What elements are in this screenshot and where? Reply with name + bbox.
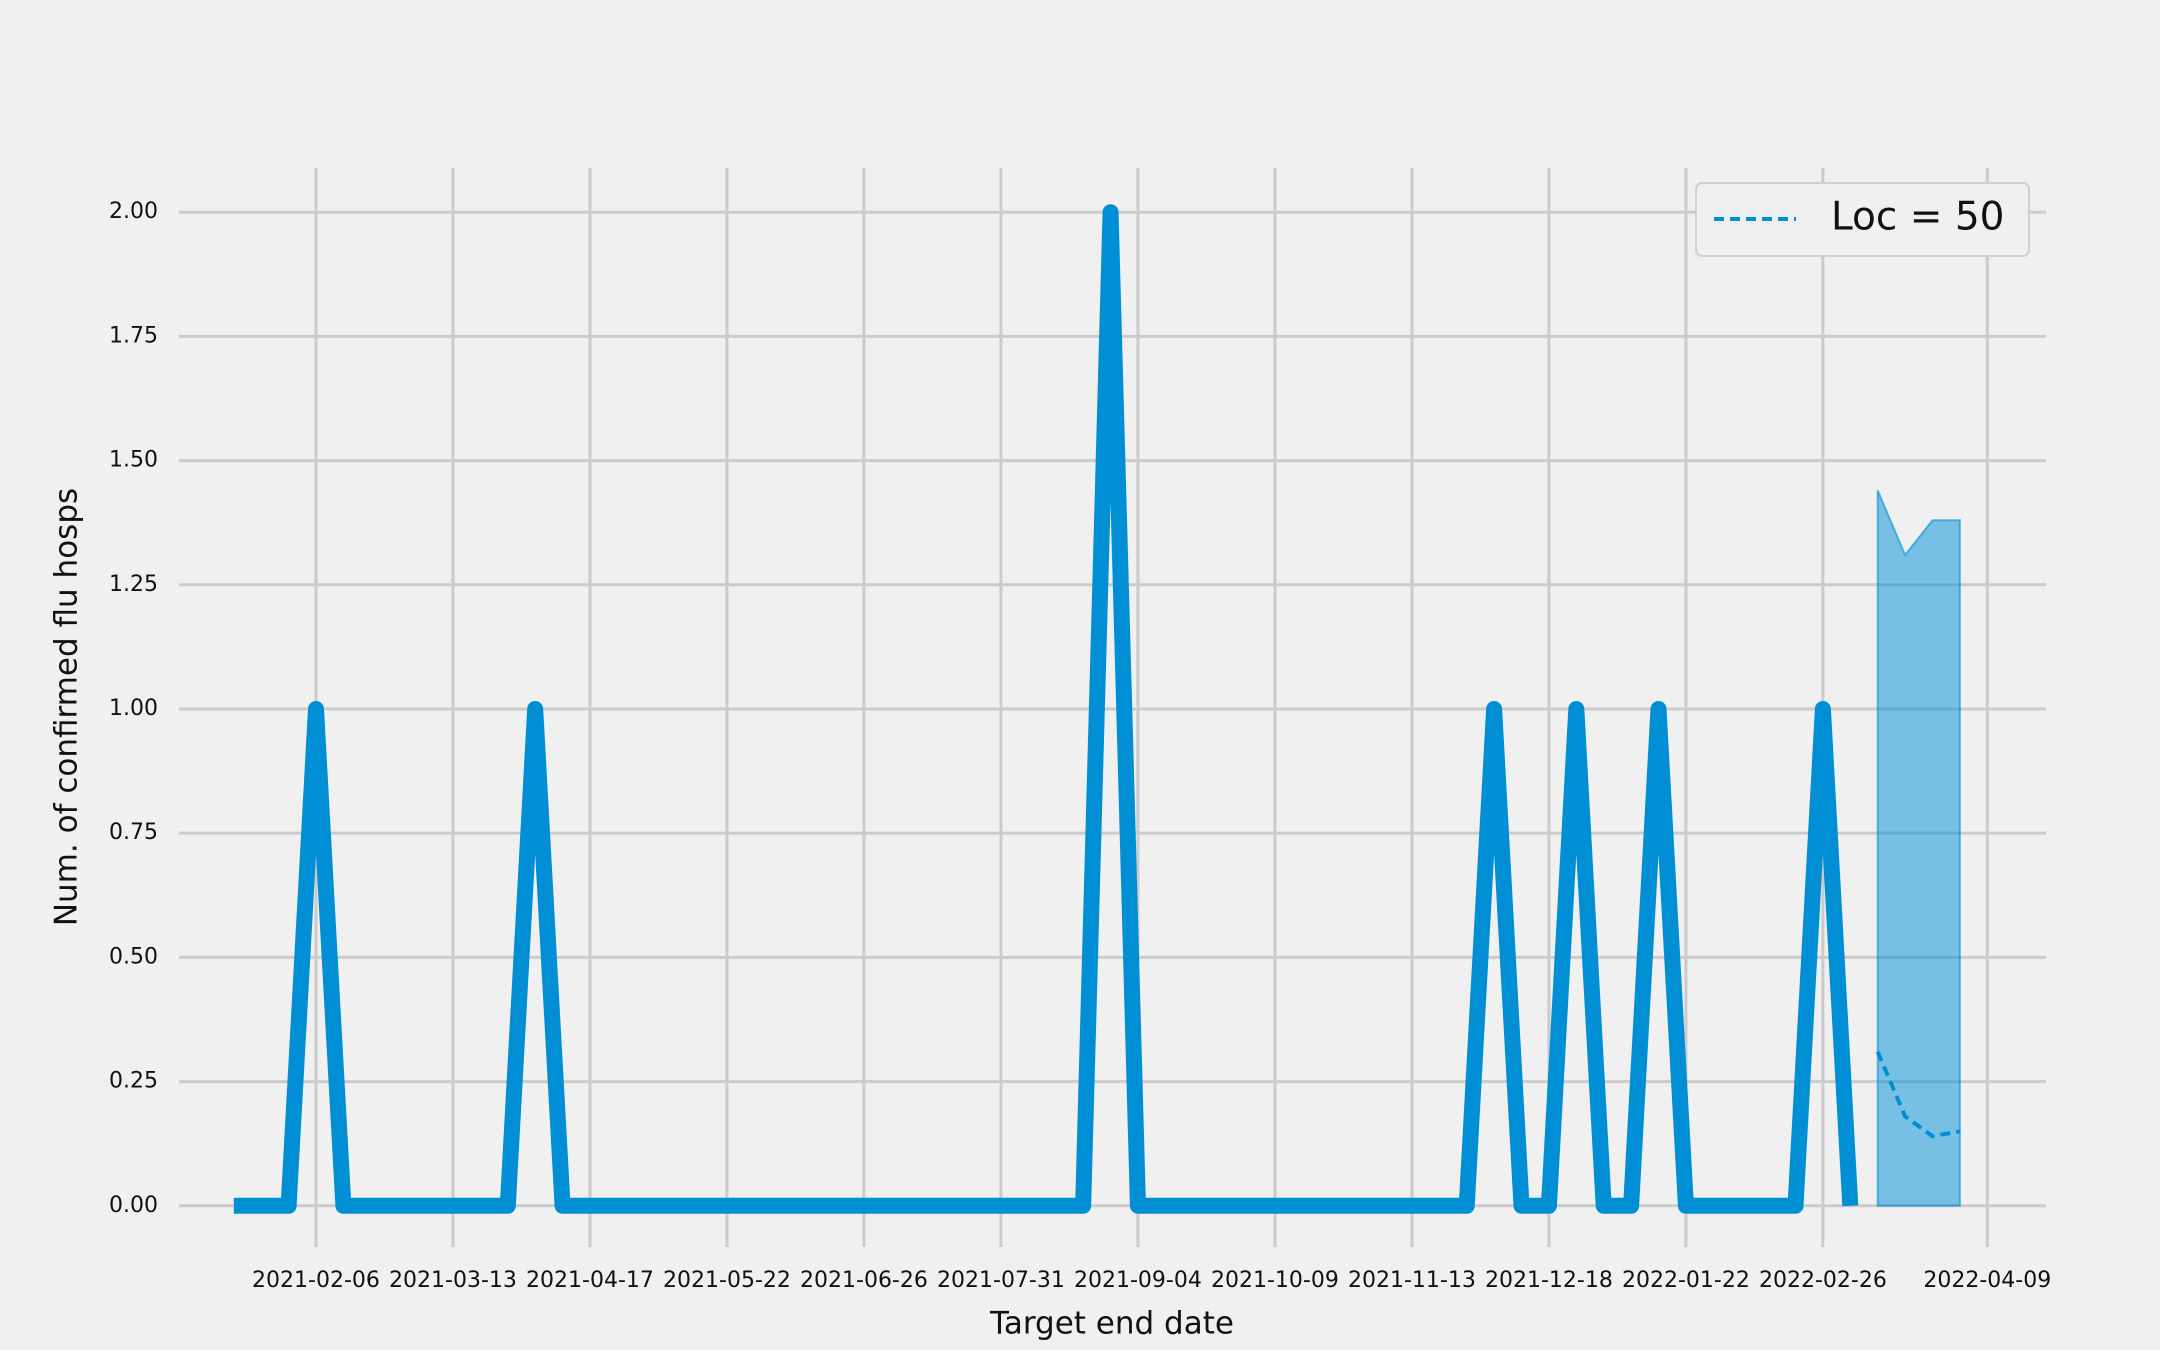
x-tick-label: 2021-03-13 [389, 1268, 517, 1293]
x-tick-label: 2022-02-26 [1759, 1268, 1887, 1293]
x-tick-label: 2022-01-22 [1622, 1268, 1750, 1293]
x-axis-label: Target end date [989, 1306, 1234, 1342]
x-tick-label: 2021-09-04 [1074, 1268, 1202, 1293]
y-tick-label: 0.50 [109, 944, 158, 969]
y-tick-label: 2.00 [109, 199, 158, 224]
legend: Loc = 50 [1695, 182, 2030, 257]
legend-box [1695, 182, 2030, 257]
y-tick-label: 1.25 [109, 572, 158, 597]
x-tick-label: 2021-02-06 [252, 1268, 380, 1293]
y-tick-label: 0.00 [109, 1193, 158, 1218]
y-tick-label: 1.50 [109, 448, 158, 473]
x-tick-label: 2021-12-18 [1485, 1268, 1613, 1293]
legend-label: Loc = 50 [1831, 195, 2004, 240]
forecast-line [1875, 1050, 1961, 1139]
x-tick-label: 2022-04-09 [1923, 1268, 2051, 1293]
y-tick-label: 1.75 [109, 323, 158, 348]
x-tick-label: 2021-04-17 [526, 1268, 654, 1293]
y-tick-label: 0.25 [109, 1069, 158, 1094]
forecast-band [1876, 490, 1961, 1207]
y-axis-label: Num. of confirmed flu hosps [49, 488, 85, 926]
x-tick-label: 2021-05-22 [663, 1268, 791, 1293]
x-tick-label: 2021-11-13 [1348, 1268, 1476, 1293]
plot-area [233, 204, 1961, 1214]
observed-line [233, 204, 1859, 1214]
x-tick-label: 2021-06-26 [800, 1268, 928, 1293]
x-tick-label: 2021-10-09 [1211, 1268, 1339, 1293]
y-tick-label: 0.75 [109, 820, 158, 845]
y-tick-label: 1.00 [109, 696, 158, 721]
x-tick-label: 2021-07-31 [937, 1268, 1065, 1293]
